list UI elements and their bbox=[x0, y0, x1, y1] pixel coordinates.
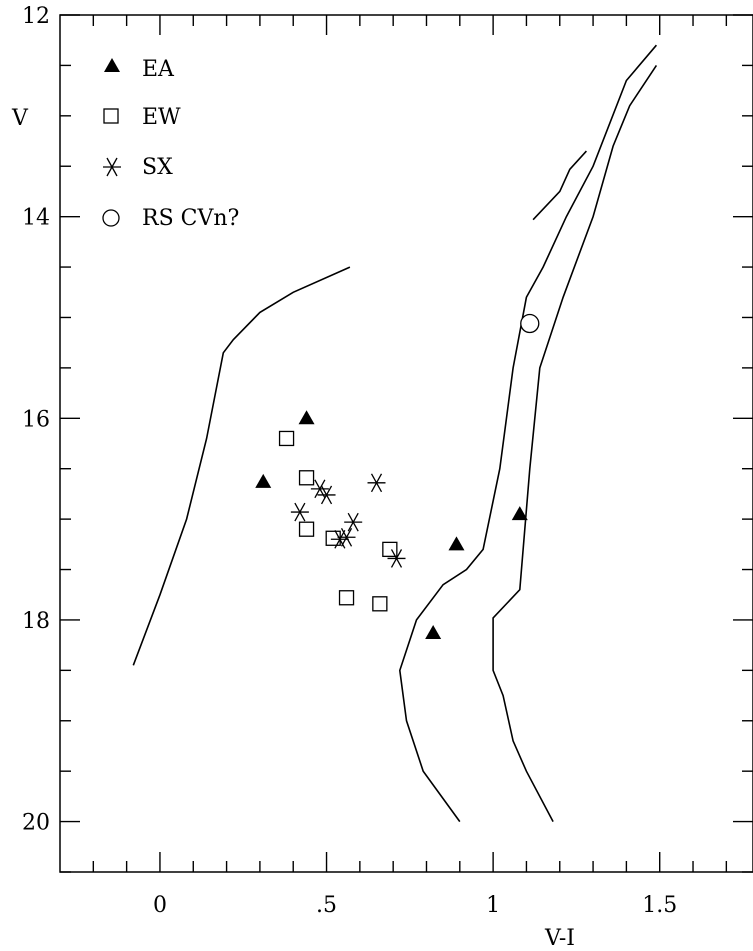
point-ea bbox=[425, 625, 442, 640]
x-axis-title: V-I bbox=[544, 926, 575, 951]
point-sx bbox=[367, 473, 386, 493]
legend-sx-label: SX bbox=[142, 155, 173, 180]
legend-rs-cvn-open-circle-icon bbox=[102, 209, 120, 227]
plot-frame bbox=[59, 14, 753, 873]
y-tick-label: 18 bbox=[22, 609, 50, 634]
legend-ea-label: EA bbox=[142, 57, 175, 82]
point-sx-stroke bbox=[334, 529, 346, 549]
point-ew bbox=[338, 590, 355, 606]
y-tick-label: 14 bbox=[22, 206, 50, 231]
point-ew bbox=[372, 596, 388, 612]
legend-item-sx: SX bbox=[103, 155, 173, 180]
point-sx-stroke bbox=[390, 549, 403, 568]
point-rs-cvn bbox=[520, 313, 540, 334]
y-axis-title: V bbox=[11, 106, 29, 131]
point-sx bbox=[330, 529, 349, 549]
point-sx-stroke bbox=[340, 527, 353, 547]
point-sx-stroke bbox=[314, 479, 326, 499]
point-ea bbox=[448, 536, 465, 551]
legend-ea-filled-triangle-icon bbox=[104, 58, 120, 72]
legend-item-ea: EA bbox=[104, 57, 175, 82]
point-ea bbox=[511, 506, 528, 521]
y-tick-label: 16 bbox=[22, 407, 50, 432]
legend-rs-cvn-label: RS CVn? bbox=[142, 206, 239, 231]
legend-item-rs-cvn: RS CVn? bbox=[102, 206, 239, 231]
isochrone-line-4 bbox=[532, 150, 587, 221]
point-sx bbox=[387, 549, 406, 568]
isochrone-lines bbox=[132, 44, 658, 823]
x-tick-label: 1 bbox=[486, 893, 500, 918]
isochrone-line-3 bbox=[492, 64, 658, 822]
x-tick-label: 0 bbox=[153, 893, 167, 918]
point-sx-stroke bbox=[294, 502, 306, 522]
point-sx-stroke bbox=[370, 473, 383, 493]
x-tick-label: 1.5 bbox=[642, 893, 677, 918]
isochrone-line-1 bbox=[132, 266, 351, 666]
tick-marks bbox=[60, 14, 753, 873]
data-points bbox=[255, 313, 540, 640]
y-tick-label: 20 bbox=[22, 811, 50, 836]
point-ew bbox=[298, 521, 315, 537]
point-sx bbox=[344, 512, 363, 532]
legend-ew-open-square-icon bbox=[103, 108, 119, 124]
legend: EA EW SX RS CVn? bbox=[102, 57, 239, 231]
point-sx-stroke bbox=[347, 512, 359, 532]
legend-sx-asterisk-icon bbox=[103, 157, 121, 177]
point-sx-stroke bbox=[320, 485, 333, 505]
point-ea bbox=[298, 410, 315, 425]
point-sx bbox=[317, 485, 336, 505]
point-ew bbox=[278, 430, 295, 447]
legend-ew-label: EW bbox=[142, 105, 181, 130]
tick-labels: 0 .5 1 1.5 12 14 16 18 20 bbox=[22, 4, 677, 918]
point-sx bbox=[290, 502, 309, 522]
point-ea bbox=[255, 473, 272, 488]
isochrone-line-2 bbox=[398, 44, 658, 823]
point-ew bbox=[298, 470, 315, 486]
legend-item-ew: EW bbox=[103, 105, 181, 130]
y-tick-label: 12 bbox=[22, 4, 50, 29]
x-tick-label: .5 bbox=[316, 893, 337, 918]
